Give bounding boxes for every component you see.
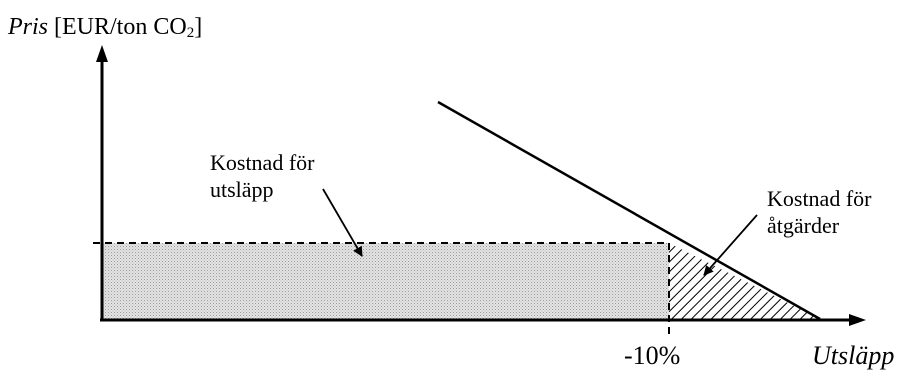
cost-measures-line2: åtgärder [767,213,840,238]
cost-emissions-label: Kostnad för utsläpp [210,149,314,203]
cost-measures-line1: Kostnad för [767,186,872,211]
y-axis-label: Pris [EUR/ton CO2] [8,14,202,47]
x-tick-label-minus-10: -10% [624,341,681,370]
callout-arrow-measures [703,214,758,276]
marginal-cost-line [437,100,821,321]
y-axis-label-close: ] [194,14,203,40]
y-axis-label-subscript: 2 [186,25,195,41]
y-axis-label-price: Pris [8,14,49,40]
emission-cost-area [102,243,669,319]
x-axis-arrow [849,314,866,326]
cost-emissions-line2: utsläpp [210,177,274,202]
cost-emissions-line1: Kostnad för [210,150,315,175]
x-axis-label: Utsläpp [812,341,895,370]
abatement-cost-area [669,243,820,319]
y-axis-label-unit: [EUR/ton CO [54,14,187,40]
callout-arrow-emissions [322,188,363,257]
cost-measures-label: Kostnad för åtgärder [767,185,871,239]
y-axis-arrow [96,45,108,62]
